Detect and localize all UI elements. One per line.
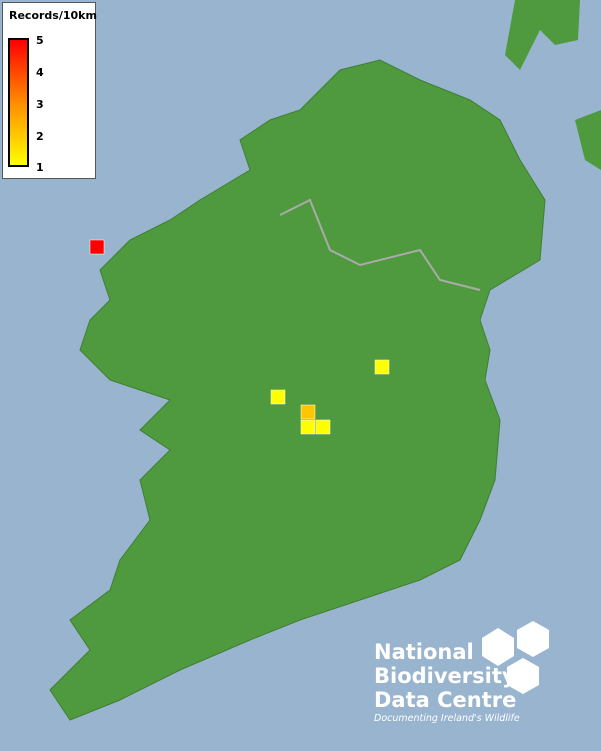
legend-tick-2: 2	[36, 130, 44, 143]
record-square[interactable]	[300, 419, 316, 435]
scotland-landmass	[505, 0, 601, 170]
record-square[interactable]	[89, 239, 105, 255]
legend-color-ramp	[8, 38, 29, 167]
ireland-landmass	[49, 59, 546, 721]
legend: Records/10km 5 4 3 2 1	[2, 2, 97, 179]
legend-tick-5: 5	[36, 34, 44, 47]
logo-line-2: Biodiversity	[374, 664, 516, 688]
legend-title: Records/10km	[9, 9, 97, 22]
record-square[interactable]	[300, 404, 316, 420]
legend-tick-4: 4	[36, 66, 44, 79]
logo-tagline: Documenting Ireland's Wildlife	[374, 713, 520, 724]
record-square[interactable]	[315, 419, 331, 435]
legend-tick-1: 1	[36, 161, 44, 174]
nbdc-logo: National Biodiversity Data Centre Docume…	[374, 640, 520, 724]
record-square[interactable]	[374, 359, 390, 375]
border-line	[279, 198, 481, 291]
records-layer	[89, 239, 390, 435]
record-square[interactable]	[270, 389, 286, 405]
logo-line-1: National	[374, 640, 474, 664]
legend-tick-3: 3	[36, 98, 44, 111]
logo-line-3: Data Centre	[374, 688, 517, 712]
